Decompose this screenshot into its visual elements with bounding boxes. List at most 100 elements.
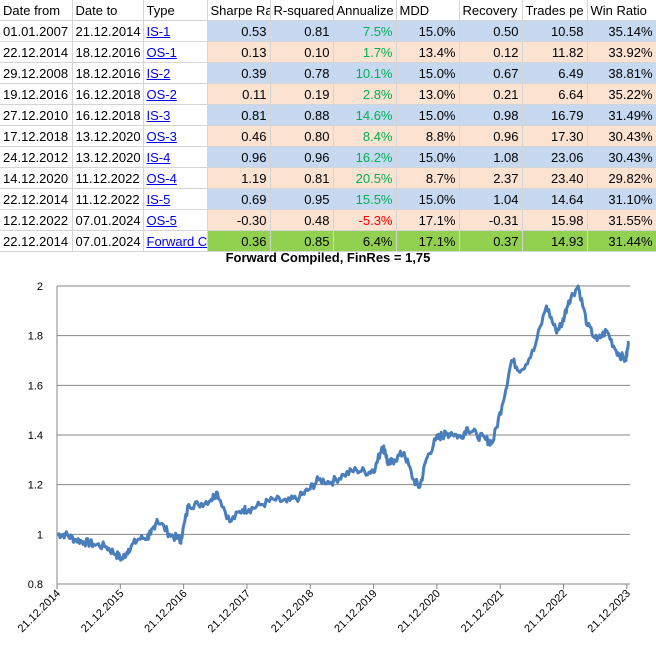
cell-annual: 16.2% <box>333 146 397 168</box>
cell-from: 14.12.2020 <box>0 167 73 189</box>
cell-type: IS-1 <box>143 20 208 42</box>
y-tick-label: 1.4 <box>28 430 43 442</box>
table-body: 01.01.2007 21.12.2014 IS-1 0.53 0.81 7.5% 15.0… <box>0 20 656 252</box>
cell-recovery: 0.98 <box>459 104 523 126</box>
x-tick-label: 21.12.2020 <box>396 588 443 635</box>
table-row: 17.12.2018 13.12.2020 OS-3 0.46 0.80 8.4% 8.8%… <box>0 125 656 147</box>
table-row: 19.12.2016 16.12.2018 OS-2 0.11 0.19 2.8% 13.0… <box>0 83 656 105</box>
cell-recovery: 0.50 <box>459 20 523 42</box>
cell-sharpe: 0.53 <box>207 20 271 42</box>
cell-from: 24.12.2012 <box>0 146 73 168</box>
x-tick-label: 21.12.2022 <box>522 588 569 635</box>
cell-type: Forward C <box>143 230 208 252</box>
cell-trades: 11.82 <box>522 41 588 63</box>
cell-sharpe: 0.13 <box>207 41 271 63</box>
cell-from: 17.12.2018 <box>0 125 73 147</box>
cell-r2: 0.10 <box>270 41 334 63</box>
type-link[interactable]: OS-4 <box>146 170 177 186</box>
cell-sharpe: 0.39 <box>207 62 271 84</box>
cell-trades: 14.93 <box>522 230 588 252</box>
cell-mdd: 17.1% <box>396 230 460 252</box>
type-link[interactable]: OS-1 <box>146 44 177 60</box>
x-axis-tick-labels: 21.12.2014 21.12.2015 21.12.2016 21.12.2017… <box>16 584 633 635</box>
cell-trades: 23.40 <box>522 167 588 189</box>
column-header: Date from <box>0 0 73 21</box>
cell-from: 22.12.2014 <box>0 41 73 63</box>
column-header: Win Ratio <box>587 0 656 21</box>
cell-mdd: 15.0% <box>396 146 460 168</box>
type-link[interactable]: IS-2 <box>146 65 171 81</box>
cell-mdd: 15.0% <box>396 104 460 126</box>
cell-recovery: 1.04 <box>459 188 523 210</box>
cell-trades: 10.58 <box>522 20 588 42</box>
x-tick-label: 21.12.2015 <box>79 588 126 635</box>
cell-to: 13.12.2020 <box>72 146 144 168</box>
cell-r2: 0.96 <box>270 146 334 168</box>
cell-mdd: 15.0% <box>396 62 460 84</box>
cell-recovery: 0.96 <box>459 125 523 147</box>
table-row: 24.12.2012 13.12.2020 IS-4 0.96 0.96 16.2% 15.… <box>0 146 656 168</box>
table-row: 27.12.2010 16.12.2018 IS-3 0.81 0.88 14.6% 15.… <box>0 104 656 126</box>
cell-r2: 0.48 <box>270 209 334 231</box>
cell-mdd: 15.0% <box>396 188 460 210</box>
type-link[interactable]: OS-5 <box>146 212 177 228</box>
cell-from: 12.12.2022 <box>0 209 73 231</box>
cell-to: 07.01.2024 <box>72 209 144 231</box>
cell-mdd: 13.4% <box>396 41 460 63</box>
chart-title: Forward Compiled, FinRes = 1,75 <box>226 250 431 265</box>
type-link[interactable]: Forward C <box>146 233 207 249</box>
cell-mdd: 17.1% <box>396 209 460 231</box>
y-tick-label: 0.8 <box>28 579 43 591</box>
cell-annual: 14.6% <box>333 104 397 126</box>
y-axis-tick-labels: 0.8 1 1.2 1.4 1.6 1.8 2 <box>28 281 43 591</box>
cell-to: 11.12.2022 <box>72 188 144 210</box>
cell-r2: 0.85 <box>270 230 334 252</box>
cell-recovery: 0.37 <box>459 230 523 252</box>
type-link[interactable]: OS-3 <box>146 128 177 144</box>
x-tick-label: 21.12.2023 <box>586 588 633 635</box>
cell-r2: 0.95 <box>270 188 334 210</box>
table-row: 22.12.2014 18.12.2016 OS-1 0.13 0.10 1.7% 13.4… <box>0 41 656 63</box>
y-tick-label: 1 <box>37 529 43 541</box>
cell-type: OS-1 <box>143 41 208 63</box>
column-header: Trades pe <box>522 0 588 21</box>
cell-mdd: 13.0% <box>396 83 460 105</box>
cell-to: 16.12.2018 <box>72 104 144 126</box>
cell-from: 22.12.2014 <box>0 230 73 252</box>
cell-win: 31.44% <box>587 230 656 252</box>
cell-r2: 0.81 <box>270 20 334 42</box>
type-link[interactable]: IS-3 <box>146 107 171 123</box>
cell-sharpe: 0.36 <box>207 230 271 252</box>
cell-recovery: 1.08 <box>459 146 523 168</box>
type-link[interactable]: OS-2 <box>146 86 177 102</box>
table-row: 14.12.2020 11.12.2022 OS-4 1.19 0.81 20.5% 8.7… <box>0 167 656 189</box>
type-link[interactable]: IS-1 <box>146 23 171 39</box>
cell-type: IS-3 <box>143 104 208 126</box>
table-row: 12.12.2022 07.01.2024 OS-5 -0.30 0.48 -5.3% 17… <box>0 209 656 231</box>
cell-win: 31.55% <box>587 209 656 231</box>
y-tick-label: 2 <box>37 281 43 293</box>
cell-type: IS-2 <box>143 62 208 84</box>
type-link[interactable]: IS-4 <box>146 149 171 165</box>
cell-to: 13.12.2020 <box>72 125 144 147</box>
cell-type: IS-4 <box>143 146 208 168</box>
table-row: 22.12.2014 07.01.2024 Forward C 0.36 0.85 6.4… <box>0 230 656 252</box>
cell-trades: 23.06 <box>522 146 588 168</box>
x-tick-label: 21.12.2019 <box>332 588 379 635</box>
cell-win: 35.14% <box>587 20 656 42</box>
cell-annual: 7.5% <box>333 20 397 42</box>
x-tick-label: 21.12.2017 <box>206 588 253 635</box>
cell-r2: 0.19 <box>270 83 334 105</box>
cell-from: 19.12.2016 <box>0 83 73 105</box>
cell-sharpe: 0.11 <box>207 83 271 105</box>
table-row: 22.12.2014 11.12.2022 IS-5 0.69 0.95 15.5% 15.… <box>0 188 656 210</box>
cell-r2: 0.80 <box>270 125 334 147</box>
equity-line-chart: Forward Compiled, FinRes = 1,75 0.8 1 1.2 1… <box>16 250 633 635</box>
cell-type: OS-3 <box>143 125 208 147</box>
cell-sharpe: 0.46 <box>207 125 271 147</box>
cell-type: OS-4 <box>143 167 208 189</box>
cell-annual: 2.8% <box>333 83 397 105</box>
cell-win: 30.43% <box>587 125 656 147</box>
type-link[interactable]: IS-5 <box>146 191 171 207</box>
x-tick-label: 21.12.2016 <box>142 588 189 635</box>
